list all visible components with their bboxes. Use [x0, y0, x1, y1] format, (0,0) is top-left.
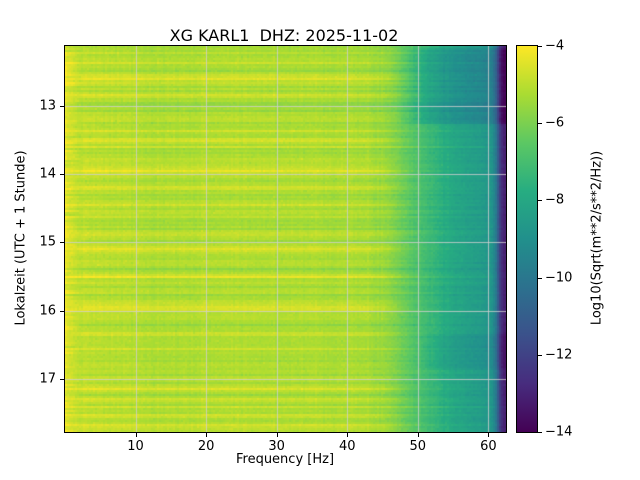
colorbar-tick-mark [538, 277, 542, 279]
y-tick-mark [60, 242, 64, 244]
colorbar-tick-label: −14 [545, 424, 573, 440]
y-tick-mark [60, 378, 64, 380]
y-tick-mark [60, 106, 64, 107]
colorbar-tick-mark [538, 432, 542, 433]
colorbar [516, 45, 538, 433]
plot-title: XG KARL1 DHZ: 2025-11-02 [169, 26, 399, 45]
x-tick-label: 20 [197, 439, 215, 454]
colorbar-tick-mark [538, 123, 542, 125]
colorbar-gradient [517, 46, 537, 432]
colorbar-tick-label: −12 [545, 347, 573, 363]
y-tick-label: 17 [39, 371, 56, 387]
y-tick-mark [60, 310, 64, 312]
plot-area [64, 45, 507, 433]
colorbar-tick-mark [538, 46, 542, 47]
x-tick-label: 40 [338, 439, 356, 454]
x-tick-label: 10 [127, 439, 144, 454]
x-tick-mark [206, 433, 208, 437]
x-tick-mark [135, 433, 137, 437]
x-tick-label: 30 [268, 439, 285, 454]
colorbar-tick-label: −6 [545, 115, 565, 131]
x-tick-mark [417, 433, 419, 437]
x-axis-label: Frequency [Hz] [235, 452, 335, 467]
x-tick-mark [488, 433, 490, 437]
y-tick-mark [60, 174, 64, 176]
y-tick-label: 16 [39, 303, 56, 319]
colorbar-label: Log10(Sqrt(m**2/s**2/Hz)) [589, 150, 605, 326]
colorbar-tick-label: −4 [545, 38, 565, 54]
y-tick-label: 15 [39, 234, 56, 250]
x-tick-mark [347, 433, 349, 437]
spectrogram-canvas [65, 46, 506, 432]
x-tick-label: 60 [480, 439, 497, 454]
x-tick-label: 50 [409, 439, 427, 454]
colorbar-tick-label: −8 [545, 192, 565, 208]
y-tick-label: 14 [39, 166, 56, 182]
colorbar-tick-label: −10 [545, 270, 573, 286]
x-tick-mark [276, 433, 278, 437]
y-tick-label: 13 [39, 98, 56, 114]
colorbar-tick-mark [538, 200, 542, 202]
colorbar-tick-mark [538, 354, 542, 356]
